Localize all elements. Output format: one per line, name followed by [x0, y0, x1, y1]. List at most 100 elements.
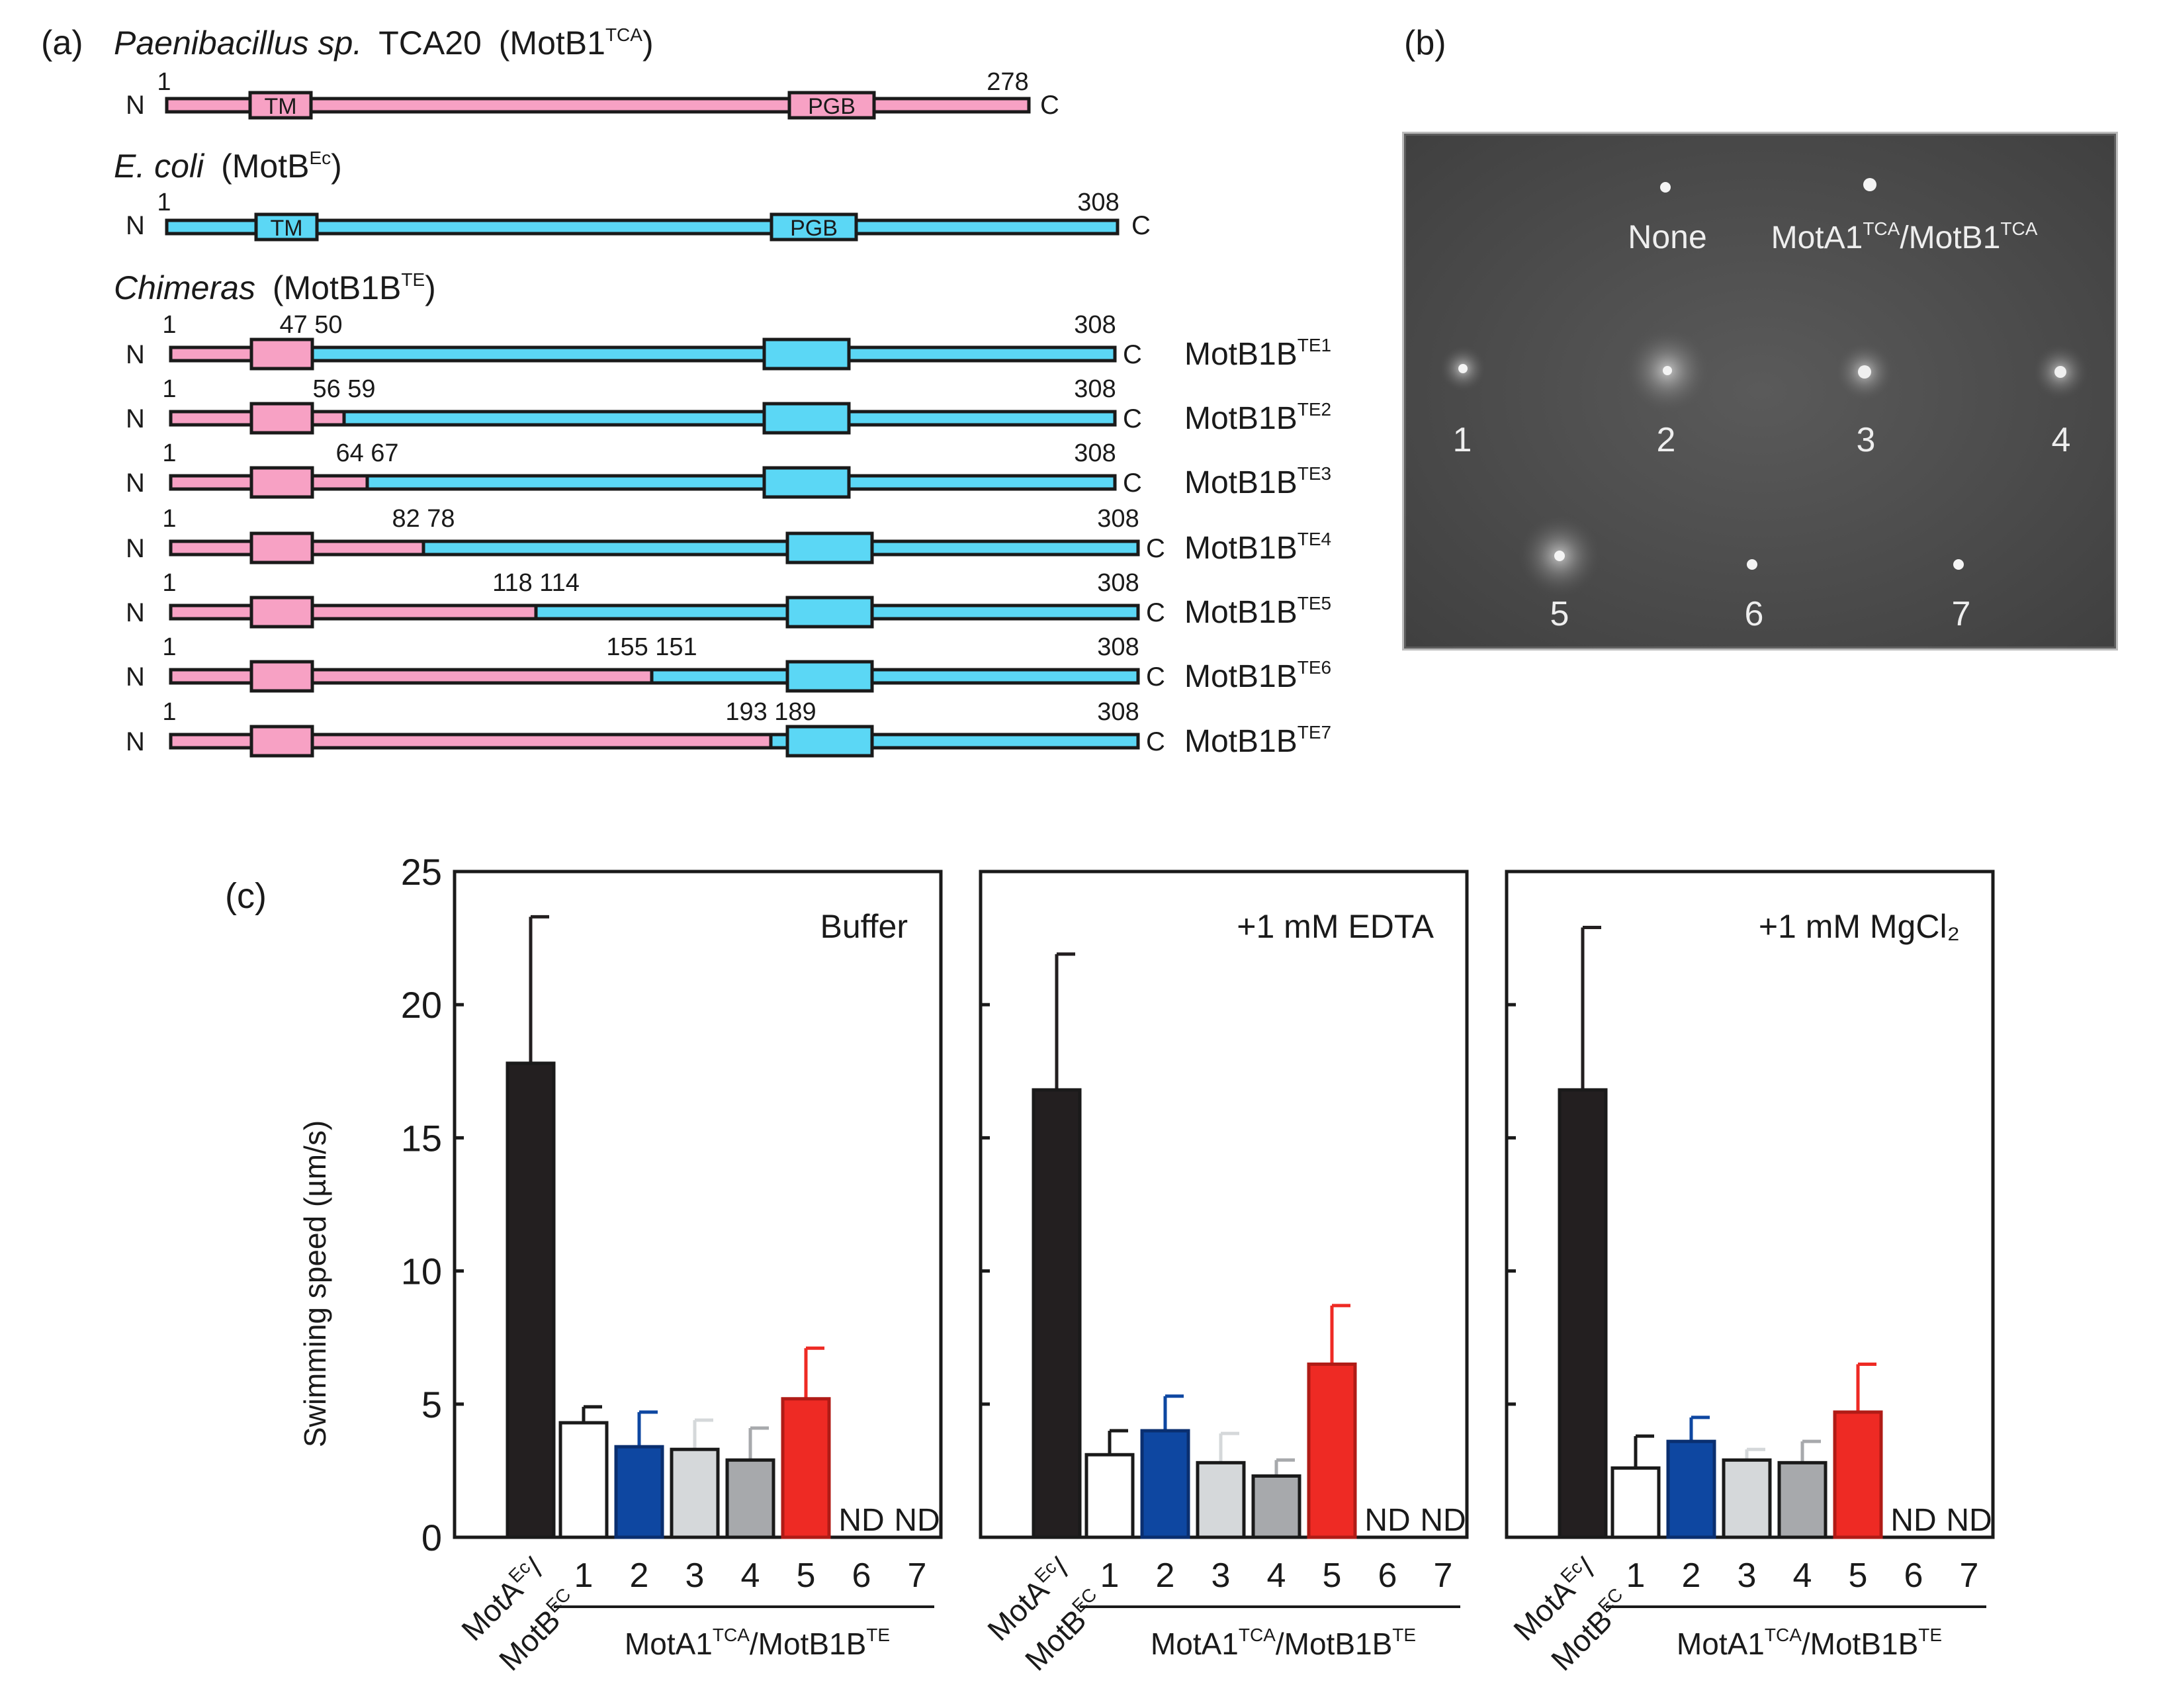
chimera-name-main: MotB1B [1184, 401, 1298, 436]
colony-1 [1458, 364, 1468, 373]
x-tick-label: 3 [1738, 1556, 1757, 1595]
group-label-b: /MotB1B [750, 1627, 866, 1661]
x-tick-label: 7 [1960, 1556, 1979, 1595]
chart-condition-title: Buffer [820, 908, 908, 945]
group-label-sup-a: TCA [1239, 1625, 1276, 1645]
chimera-c-terminus: C [1123, 469, 1142, 498]
chimera-junction: 47 50 [279, 311, 342, 339]
plate-label-2: 2 [1657, 421, 1676, 459]
bar [1251, 1474, 1301, 1539]
chimera-c-terminus: C [1123, 340, 1142, 369]
chimera-name-sup: TE2 [1298, 399, 1331, 420]
chimera-pgb-domain [762, 466, 851, 499]
bar [1666, 1439, 1716, 1539]
x-tick-label: 4 [741, 1556, 760, 1595]
bar [1777, 1461, 1828, 1539]
ecoli-protein: MotB [232, 148, 310, 185]
bar [1084, 1453, 1135, 1539]
colony-5 [1554, 551, 1565, 561]
chimera-n-terminus: N [126, 662, 145, 692]
y-tick-label: 5 [421, 1384, 442, 1425]
chimera-tm-domain [249, 466, 314, 499]
x-tick-label: 4 [1267, 1556, 1286, 1595]
tca-title: Paenibacillus sp. TCA20 (MotB1TCA) [114, 24, 654, 62]
group-label-sup-b: TE [1392, 1625, 1416, 1645]
chimera-tm-domain [249, 596, 314, 629]
chimera-tm-domain [249, 337, 314, 371]
chimera-name: MotB1BTE7 [1184, 722, 1331, 759]
bar [1610, 1466, 1661, 1539]
x-tick-label: 1 [574, 1556, 594, 1595]
chimera-name-main: MotB1B [1184, 531, 1298, 566]
bar [506, 1061, 556, 1539]
chimera-name-main: MotB1B [1184, 465, 1298, 500]
chimera-name-main: MotB1B [1184, 595, 1298, 630]
panel-c: (c) Swimming speed (µm/s) 0510152025Buff… [225, 851, 1995, 1678]
chimera-c-terminus: C [1123, 404, 1142, 433]
chimera-name-sup: TE6 [1298, 657, 1331, 678]
chimera-name-sup: TE1 [1298, 335, 1331, 355]
group-label-sup-b: TE [866, 1625, 890, 1645]
chimera-n-terminus: N [126, 404, 145, 433]
plate-label-4: 4 [2052, 421, 2071, 459]
chimera-pgb-domain [762, 337, 851, 371]
ecoli-protein-sup: Ec [309, 148, 331, 168]
chimera-pgb-domain [785, 596, 874, 629]
bar [1833, 1410, 1883, 1539]
chimera-end: 308 [1097, 698, 1139, 726]
tca-protein-sup: TCA [605, 24, 642, 45]
chimeras-heading: Chimeras [114, 269, 255, 306]
ecoli-protein-bar [165, 218, 1120, 236]
x-tick-label: 5 [797, 1556, 816, 1595]
chimera-tm-domain [249, 725, 314, 758]
chimera-tm-domain [249, 531, 314, 564]
plate-label-positive: MotA1TCA/MotB1TCA [1771, 218, 2038, 255]
ecoli-title: E. coli (MotBEc) [114, 148, 342, 185]
chimera-n-terminus: N [126, 534, 145, 563]
plate-label-positive-sup1: TCA [1863, 218, 1900, 239]
group-label-a: MotA1 [625, 1627, 713, 1661]
panel-a: (a) Paenibacillus sp. TCA20 (MotB1TCA) 1… [41, 24, 1331, 759]
x-tick-label: 6 [1378, 1556, 1397, 1595]
bar [558, 1421, 609, 1539]
bar-nd-label: ND [894, 1503, 940, 1538]
panel-c-label: (c) [225, 876, 267, 916]
chimera-end: 308 [1074, 439, 1116, 467]
bar-chart-2: +1 mM EDTA ND ND 1 2 3 4 5 6 7 MotA1TCA/MotB1BTEMo… [979, 870, 1469, 1678]
x-tick-label: 2 [630, 1556, 649, 1595]
chimera-end: 308 [1097, 505, 1139, 533]
tca-length: 278 [987, 68, 1028, 96]
tca-c-terminus: C [1040, 91, 1059, 120]
panel-b: (b) None M [1402, 24, 2118, 651]
tca-protein: MotB1 [509, 24, 605, 62]
group-label-sup-b: TE [1918, 1625, 1942, 1645]
bar-nd-label: ND [1420, 1503, 1466, 1538]
colony-7 [1953, 559, 1964, 570]
tca-pgb-domain [787, 91, 876, 120]
chimera-name-sup: TE7 [1298, 722, 1331, 742]
plate-label-positive-sup2: TCA [2000, 218, 2037, 239]
x-tick-label: 1 [1626, 1556, 1646, 1595]
chimera-start: 1 [162, 569, 176, 597]
chimeras-protein-sup: TE [401, 269, 425, 290]
chimera-name-sup: TE5 [1298, 593, 1331, 613]
chimera-name: MotB1BTE3 [1184, 463, 1331, 500]
bar [725, 1458, 775, 1539]
group-label: MotA1TCA/MotB1BTE [1677, 1625, 1942, 1661]
bar-nd-label: ND [1364, 1503, 1410, 1538]
group-label-sup-a: TCA [713, 1625, 750, 1645]
chimera-ecoli-segment [650, 668, 1140, 685]
colony-none [1660, 182, 1671, 193]
ecoli-c-terminus: C [1131, 211, 1151, 240]
chimera-start: 1 [162, 439, 176, 467]
x-tick-label: 7 [1434, 1556, 1453, 1595]
chimera-junction: 118 114 [492, 569, 580, 597]
chimera-end: 308 [1097, 569, 1139, 597]
ecoli-tm-domain [254, 212, 319, 242]
chimera-name: MotB1BTE6 [1184, 657, 1331, 694]
chart-condition-title: +1 mM MgCl₂ [1759, 908, 1960, 945]
